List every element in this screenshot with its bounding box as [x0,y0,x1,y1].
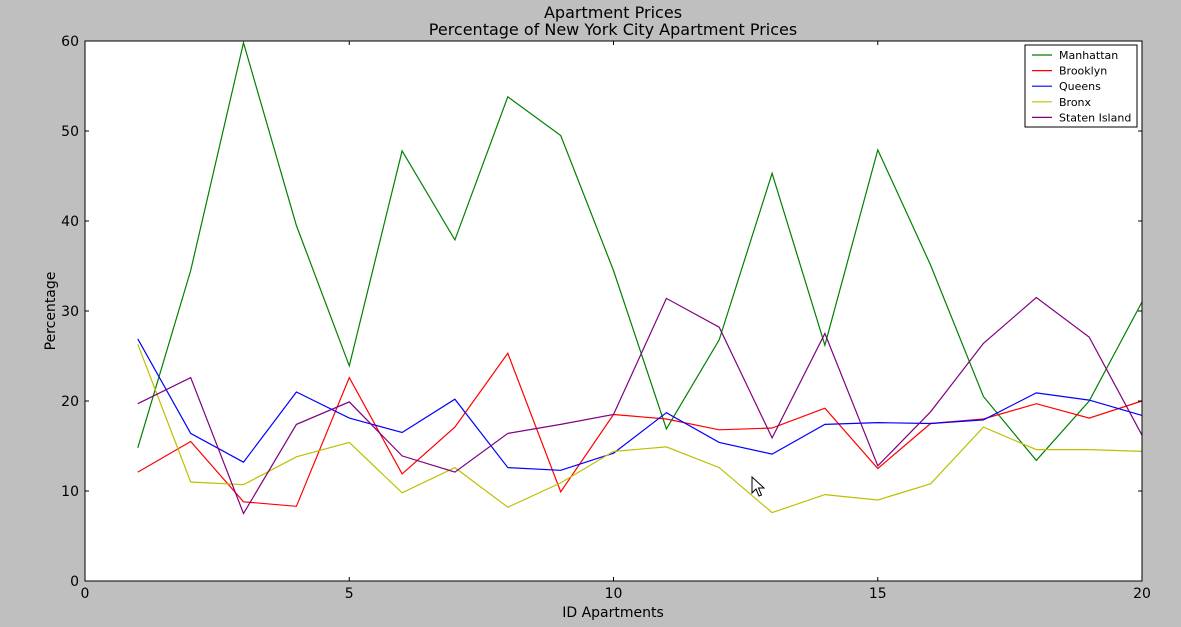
series-line-staten-island [137,296,1143,515]
series-line-bronx [137,344,1143,514]
y-tick-label: 30 [61,304,79,320]
series-line-brooklyn [137,352,1143,507]
legend-label-manhattan: Manhattan [1059,49,1118,62]
series-line-queens [137,338,1143,471]
y-tick-label: 10 [61,484,79,500]
y-tick-label: 40 [61,214,79,230]
series-layer [137,40,1143,515]
x-tick-label: 5 [345,586,354,602]
legend-label-queens: Queens [1059,80,1101,93]
x-tick-label: 0 [81,586,90,602]
legend-label-staten-island: Staten Island [1059,111,1131,124]
x-tick-label: 10 [605,586,623,602]
y-tick-label: 60 [61,34,79,50]
chart-subtitle: Percentage of New York City Apartment Pr… [429,20,797,39]
legend-label-bronx: Bronx [1059,96,1092,109]
y-tick-label: 0 [70,574,79,590]
x-tick-label: 15 [869,586,887,602]
y-tick-label: 20 [61,394,79,410]
axes-layer: 0 5 10 15 20 0 10 20 30 40 50 60 [61,34,1151,602]
plot-area [85,41,1142,581]
mouse-pointer-icon [751,476,765,497]
legend: Manhattan Brooklyn Queens Bronx Staten Islan… [1024,44,1138,128]
y-tick-label: 50 [61,124,79,140]
series-line-manhattan [137,40,1143,462]
chart-title: Apartment Prices [544,3,682,22]
legend-label-brooklyn: Brooklyn [1059,65,1107,78]
plot-frame [84,40,1143,582]
x-axis-label: ID Apartments [562,605,664,621]
y-axis-label: Percentage [43,272,59,351]
x-tick-label: 20 [1133,586,1151,602]
